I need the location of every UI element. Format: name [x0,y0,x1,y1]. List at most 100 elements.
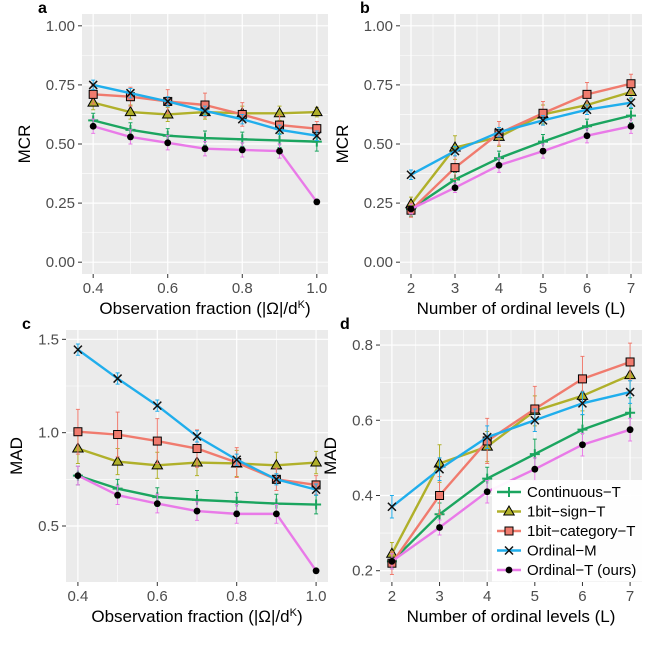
data-point [310,456,323,467]
data-point [582,105,592,115]
data-point [625,407,636,418]
x-tick-label: 6 [578,588,586,605]
data-point [483,488,491,496]
data-point [531,465,539,473]
data-point [388,557,396,565]
data-point [88,89,98,99]
x-axis-label: Number of ordinal levels (L) [407,607,616,626]
x-axis-label: Number of ordinal levels (L) [417,299,626,318]
data-point [153,500,161,507]
legend-label: Continuous−T [527,484,621,501]
y-tick-label: 0.25 [364,195,393,212]
data-point [625,387,635,397]
y-tick-label: 0.00 [46,254,75,271]
data-point [494,127,504,137]
y-tick-label: 1.5 [38,331,59,348]
data-point [271,474,281,484]
data-point [436,524,443,531]
legend-label: Ordinal−M [527,543,597,560]
x-tick-label: 5 [539,280,547,297]
data-point [232,455,242,465]
data-point [193,507,201,515]
data-point [626,426,634,434]
data-point [151,458,164,470]
series-5 [89,118,321,206]
data-point [625,357,635,367]
x-tick-label: 0.6 [157,280,178,297]
series-line [391,390,631,508]
data-point [538,115,548,125]
series-5 [74,465,320,575]
panel-letter: c [22,316,31,333]
data-point [192,431,202,441]
y-tick-label: 0.2 [352,563,373,580]
data-point [89,122,97,130]
data-point [583,132,591,140]
series-4 [88,79,322,141]
x-tick-label: 3 [451,280,459,297]
panel-letter: b [360,0,370,17]
panel-c: 0.4 0.6 0.8 1.0 0.5 1.0 1.5 c Observation fracti… [7,316,328,626]
data-point [124,105,137,117]
series-line [410,82,632,212]
data-point [200,106,210,116]
series-5 [407,118,635,215]
data-point [164,139,172,147]
legend-label: 1bit−category−T [527,523,635,540]
series-line [410,114,632,210]
x-tick-label: 2 [407,280,415,297]
y-tick-label: 1.0 [38,425,59,442]
y-tick-label: 0.25 [46,195,75,212]
x-tick-label: 0.8 [226,588,247,605]
y-tick-label: 0.75 [364,77,393,94]
y-tick-label: 0.6 [352,412,373,429]
x-tick-label: 7 [626,588,634,605]
data-point [482,432,492,442]
data-point [113,374,123,384]
x-tick-label: 6 [583,280,591,297]
data-point [238,146,246,154]
data-point [577,374,587,384]
series-4 [387,380,635,519]
data-point [626,79,636,89]
x-tick-label: 1.0 [306,280,327,297]
series-line [390,360,631,564]
x-tick-label: 4 [483,588,491,605]
data-point [435,464,445,474]
data-point [125,88,135,98]
y-tick-label: 1.00 [46,18,75,35]
data-point [450,163,460,173]
data-point [539,147,547,155]
x-tick-label: 0.8 [232,280,253,297]
y-tick-label: 0.00 [364,254,393,271]
panel-letter: d [340,316,350,333]
data-point [88,80,98,90]
data-point [233,510,241,518]
data-point [577,398,587,408]
series-4 [73,343,321,496]
data-point [407,205,415,213]
y-tick-label: 0.4 [352,487,373,504]
y-tick-label: 0.8 [352,337,373,354]
data-point [627,122,635,130]
y-axis-label: MAD [7,437,26,475]
legend-key-marker [505,566,513,574]
y-tick-label: 0.5 [38,518,59,535]
x-tick-label: 0.4 [83,280,104,297]
x-tick-label: 2 [388,588,396,605]
data-point [276,147,283,155]
data-point [495,161,503,169]
panel-letter: a [38,0,47,17]
legend-key-marker [504,545,514,556]
x-axis-label: Observation fraction (|Ω|/dK) [99,299,310,318]
legend-label: 1bit−sign−T [527,504,605,521]
y-tick-label: 1.00 [364,18,393,35]
data-point [192,444,202,454]
data-point [311,485,321,495]
legend: Continuous−T 1bit−sign−T 1bit−category−T Or… [492,480,642,582]
x-tick-label: 7 [627,280,635,297]
data-point [626,98,636,108]
data-point [450,146,460,156]
legend-label: Ordinal−T (ours) [527,562,636,579]
